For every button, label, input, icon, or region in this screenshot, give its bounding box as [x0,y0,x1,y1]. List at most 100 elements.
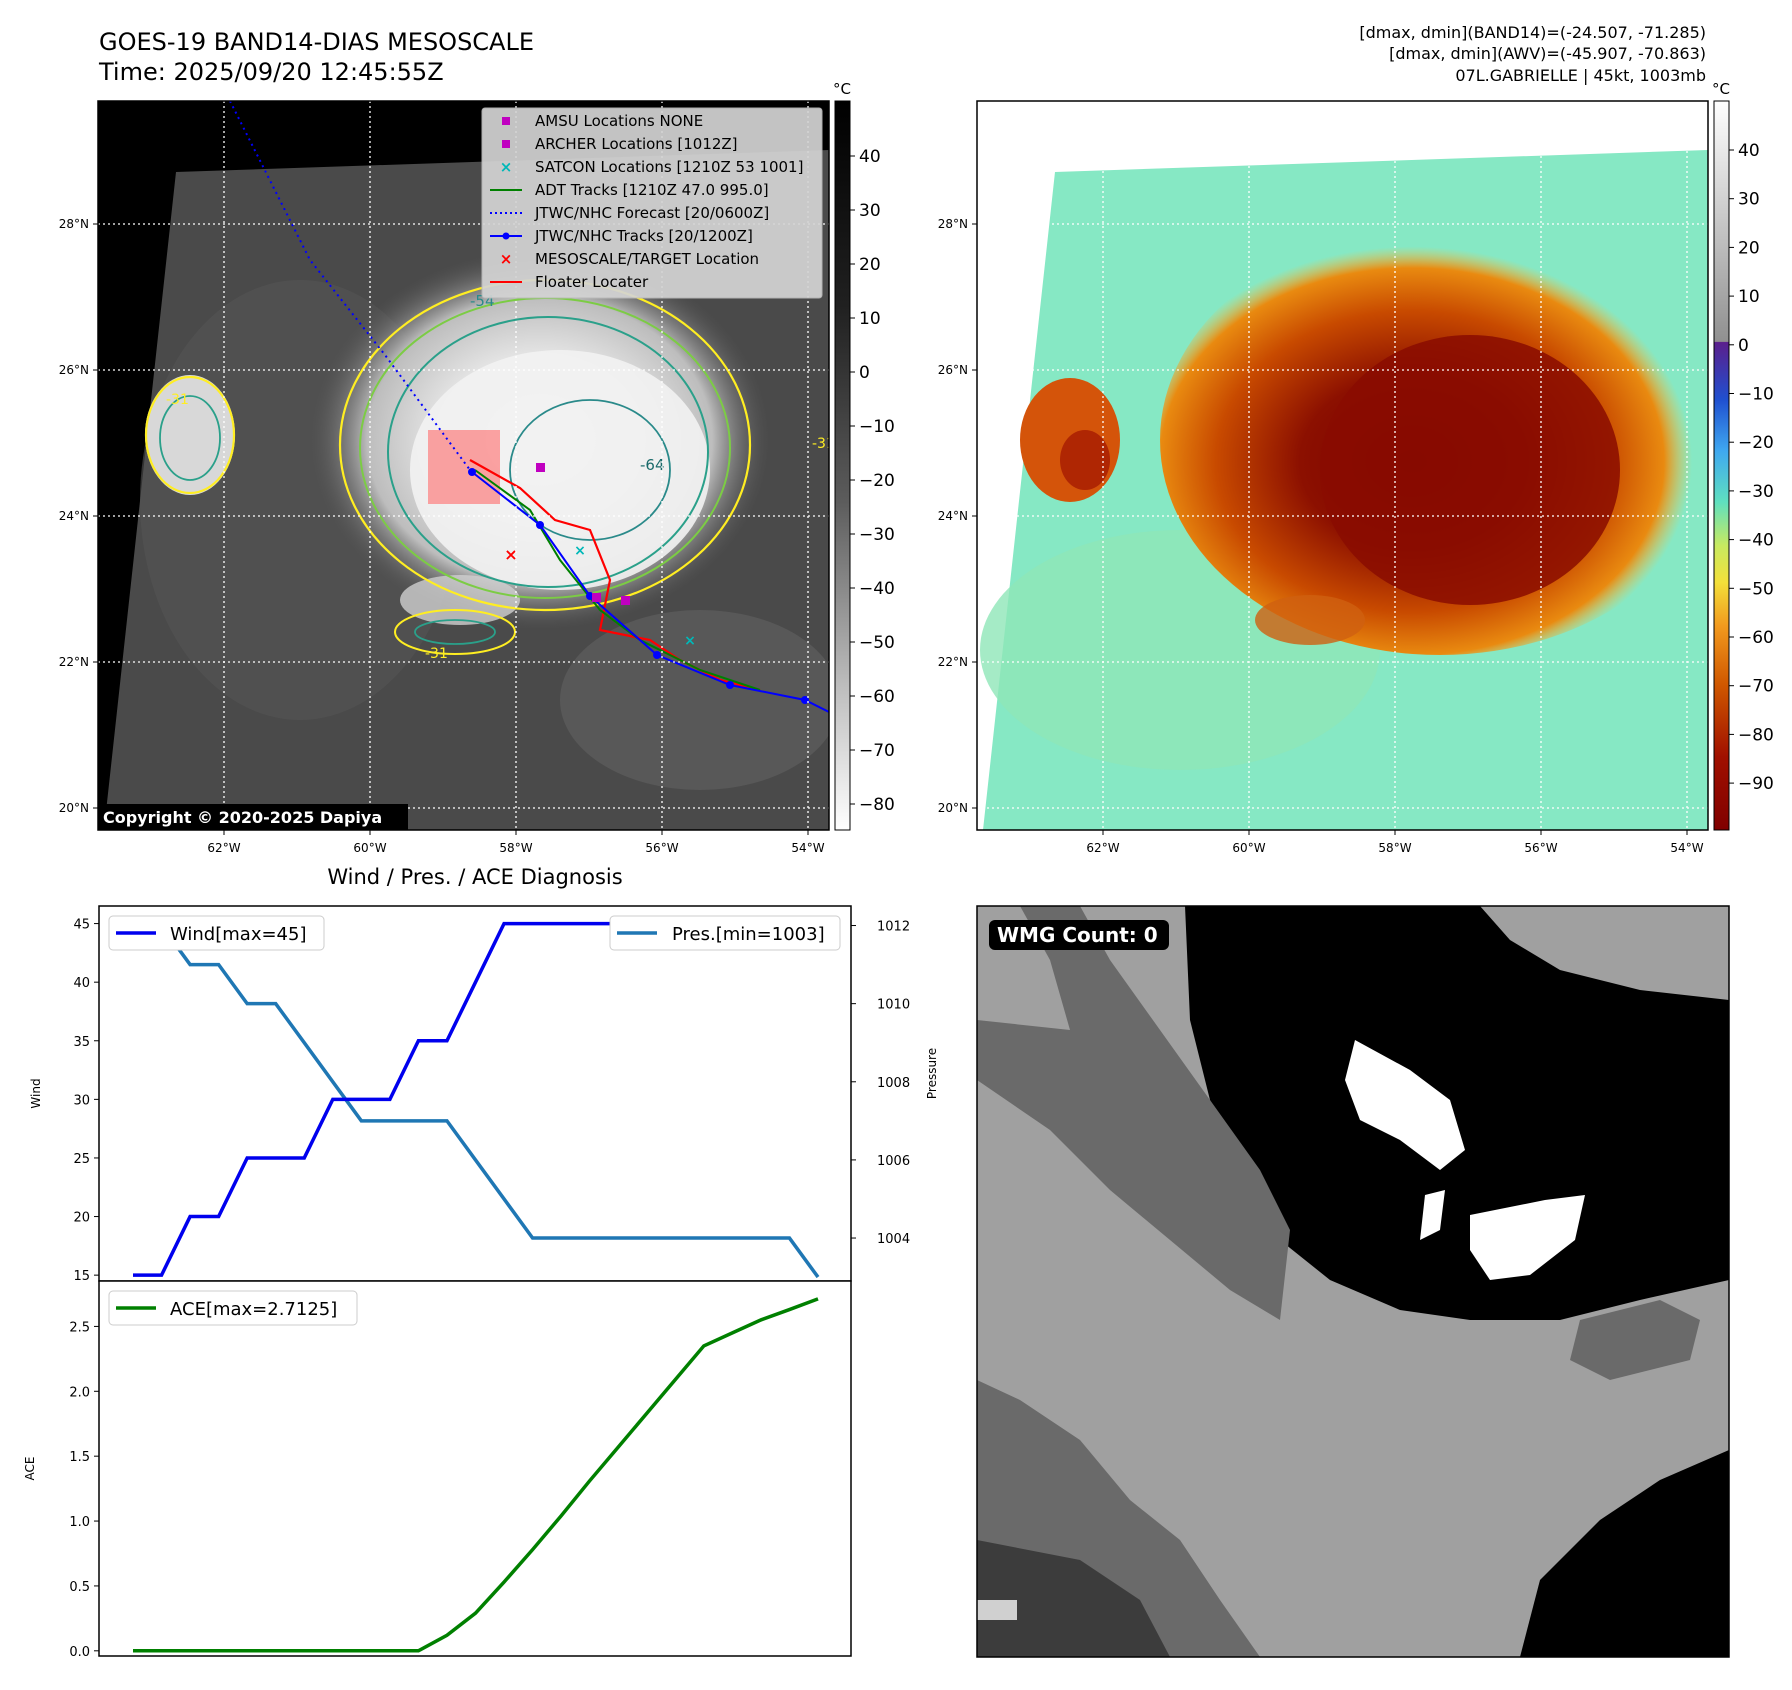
map-legend: AMSU Locations NONE ARCHER Locations [101… [481,107,823,299]
ace-tick: 1.5 [69,1450,90,1465]
colorbar-tick: −10 [859,417,895,437]
lon-label: 62°W [207,841,240,855]
lon-label: 58°W [499,841,532,855]
lat-label: 20°N [938,801,968,815]
wmg-count-badge [989,920,1169,950]
map-gridlines [977,101,1708,830]
ace-tick: 0.5 [69,1580,90,1595]
legend-marker: × [500,158,513,176]
colorbar-tick: 10 [1738,287,1760,307]
legend-item: ARCHER Locations [1012Z] [502,135,738,153]
ace-chart[interactable]: 0.0 0.5 1.0 1.5 2.0 2.5 ACE ACE[max=2.7125] [23,1280,852,1660]
colorbar-tick: −30 [1738,482,1774,502]
ace-legend-label: ACE[max=2.7125] [170,1299,337,1320]
ace-tick: 1.0 [69,1515,90,1530]
title-line-1: GOES-19 BAND14-DIAS MESOSCALE [99,28,534,56]
legend-marker [502,140,510,148]
pressure-legend: Pres.[min=1003] [609,915,841,951]
legend-item: JTWC/NHC Tracks [20/1200Z] [490,227,753,245]
ace-legend: ACE[max=2.7125] [108,1290,358,1326]
wind-tick: 20 [73,1211,90,1226]
legend-item: JTWC/NHC Forecast [20/0600Z] [490,204,769,222]
legend-item: AMSU Locations NONE [502,112,703,130]
lon-label: 58°W [1378,841,1411,855]
colorbar-tick: −40 [859,579,895,599]
lat-label: 26°N [59,363,89,377]
target-marker: × [504,545,517,564]
colorbar-tick: −60 [859,687,895,707]
pressure-axis-label: Pressure [925,1048,939,1099]
colorbar-tick: 30 [859,201,881,221]
lat-label: 22°N [938,655,968,669]
ace-tick: 2.0 [69,1385,90,1400]
wind-tick: 15 [73,1269,90,1284]
satcon-marker: × [684,633,696,649]
archer-marker [592,593,601,602]
legend-label: JTWC/NHC Tracks [20/1200Z] [534,227,753,245]
wmg-region-verydark [977,1540,1170,1657]
legend-label: ADT Tracks [1210Z 47.0 995.0] [535,181,769,199]
colorbar-tick: 30 [1738,190,1760,210]
legend-label: SATCON Locations [1210Z 53 1001] [535,158,803,176]
pressure-tick: 1004 [877,1232,910,1247]
colorbar-unit: °C [833,80,851,98]
colorbar-tick: −50 [859,633,895,653]
colorbar-tick: 20 [1738,238,1760,258]
legend-label: ARCHER Locations [1012Z] [535,135,738,153]
legend-item: × SATCON Locations [1210Z 53 1001] [500,158,804,176]
lat-label: 26°N [938,363,968,377]
lon-label: 54°W [1670,841,1703,855]
satellite-image: -54 -64 -31 -31 -31 [98,101,829,830]
colorbar-tick: 40 [1738,141,1760,161]
pressure-line [133,923,820,1279]
lat-label: 22°N [59,655,89,669]
pressure-tick: 1012 [877,920,910,935]
colorbar-tick: −40 [1738,531,1774,551]
colorbar-tick: 40 [859,147,881,167]
colorbar-tick: −70 [859,741,895,761]
wmg-region-black [1185,906,1729,1320]
colorbar-tick: −80 [1738,725,1774,745]
colorbar-tick: −80 [859,795,895,815]
map2-axis-labels: 28°N 26°N 24°N 22°N 20°N 62°W 60°W 58°W 56°W 54°W [938,217,1704,855]
legend-label: Floater Locater [535,273,649,291]
archer-marker [621,596,630,605]
wind-legend: Wind[max=45] [108,915,325,951]
lat-label: 28°N [938,217,968,231]
ir-map-panel[interactable]: -54 -64 -31 -31 -31 [97,100,840,831]
contour-label: -31 [166,392,189,408]
colorbar-tick: 10 [859,309,881,329]
colorbar-tick: −10 [1738,385,1774,405]
colorbar-tick: −20 [859,471,895,491]
legend-label: JTWC/NHC Forecast [20/0600Z] [534,204,769,222]
color-colorbar: °C 40 30 20 10 0 −10 −20 −30 −40 −50 −60 −70 −80 −90 [1712,80,1774,831]
wind-pressure-chart[interactable]: 15 20 25 30 35 40 45 1004 1006 1008 1010 1012 Wind Pr… [29,905,939,1284]
lon-label: 60°W [1232,841,1265,855]
colorbar-tick: −30 [859,525,895,545]
pressure-tick: 1006 [877,1154,910,1169]
lon-label: 56°W [1524,841,1557,855]
ace-line [133,1297,819,1653]
colorbar-tick: −60 [1738,628,1774,648]
wind-legend-label: Wind[max=45] [170,924,307,945]
colorbar-tick: −90 [1738,774,1774,794]
wind-tick: 25 [73,1152,90,1167]
colorbar-tick: 0 [859,363,870,383]
lon-label: 60°W [353,841,386,855]
ace-tick: 2.5 [69,1320,90,1335]
legend-marker: × [500,250,513,268]
gray-colorbar: °C 40 30 20 10 0 −10 −20 −30 −40 −50 −60 −70 −80 [833,80,895,831]
wind-tick: 30 [73,1093,90,1108]
wmg-panel[interactable]: WMG Count: 0 [976,905,1730,1658]
archer-marker [536,463,545,472]
title-line-2: Time: 2025/09/20 12:45:55Z [98,58,444,86]
legend-item: Floater Locater [490,273,649,291]
satellite-image-color [977,101,1708,830]
awv-map-panel[interactable] [976,100,1720,831]
legend-label: AMSU Locations NONE [535,112,703,130]
pressure-tick: 1008 [877,1076,910,1091]
copyright-box [98,804,408,830]
diagnosis-title: Wind / Pres. / ACE Diagnosis [327,865,622,889]
lat-label: 24°N [59,509,89,523]
legend-item: ADT Tracks [1210Z 47.0 995.0] [490,181,769,199]
